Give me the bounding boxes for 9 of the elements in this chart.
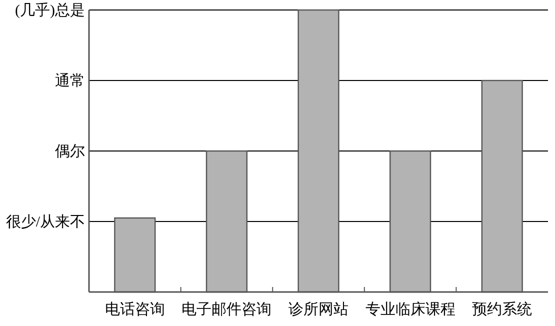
- xtick-label: 专业临床课程: [365, 302, 456, 318]
- ref-label: 偶尔: [55, 144, 85, 160]
- xtick-label: 电话咨询: [104, 302, 165, 318]
- ref-label: 通常: [55, 74, 85, 90]
- xtick-label: 诊所网站: [288, 302, 348, 318]
- xtick-label: 电子邮件咨询: [182, 302, 272, 318]
- xtick-label: 预约系统: [472, 302, 532, 318]
- ref-label: (几乎)总是: [15, 3, 85, 19]
- ref-label: 很少/从来不: [6, 214, 85, 230]
